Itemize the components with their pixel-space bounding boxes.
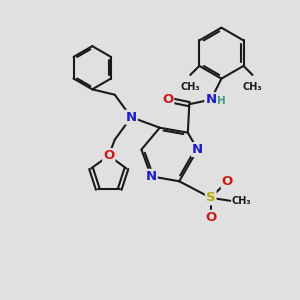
Text: O: O xyxy=(103,149,114,162)
Text: CH₃: CH₃ xyxy=(243,82,262,92)
Text: O: O xyxy=(205,211,216,224)
Text: O: O xyxy=(222,175,233,188)
Text: CH₃: CH₃ xyxy=(232,196,251,206)
Text: S: S xyxy=(206,191,216,204)
Text: N: N xyxy=(146,170,157,183)
Text: O: O xyxy=(162,93,173,106)
Text: N: N xyxy=(126,111,137,124)
Text: H: H xyxy=(217,96,226,106)
Text: N: N xyxy=(192,143,203,156)
Text: CH₃: CH₃ xyxy=(181,82,200,92)
Text: N: N xyxy=(206,93,217,106)
